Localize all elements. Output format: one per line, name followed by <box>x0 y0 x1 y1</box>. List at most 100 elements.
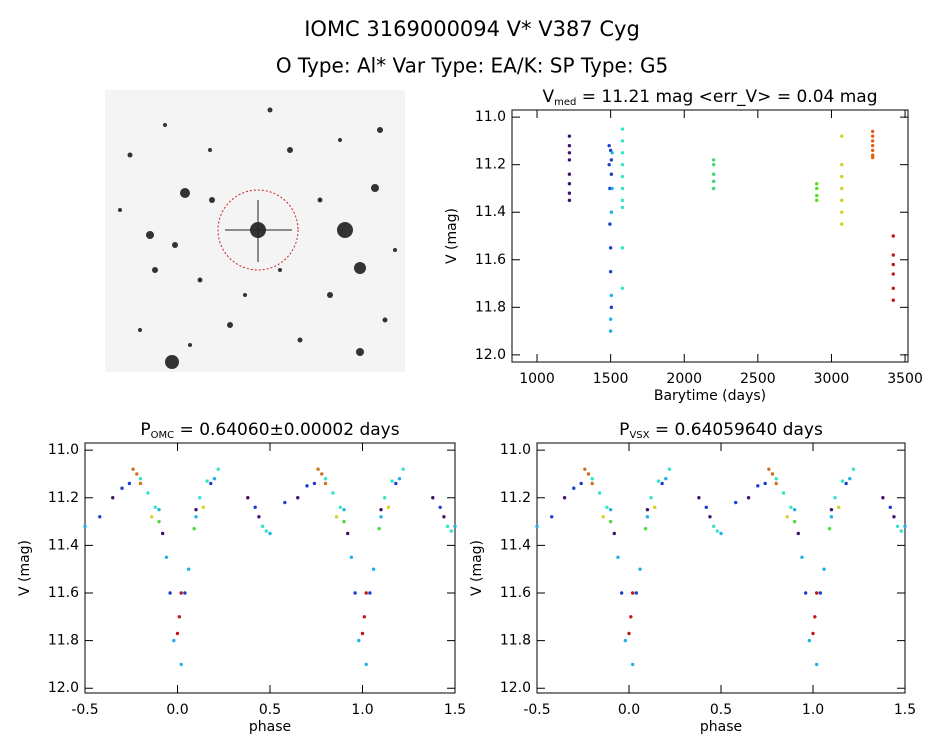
data-point <box>120 486 124 490</box>
data-point <box>840 222 844 226</box>
data-point <box>401 467 405 471</box>
data-point <box>851 467 856 471</box>
data-point <box>800 555 804 559</box>
data-point <box>870 155 875 160</box>
data-point <box>362 615 367 619</box>
y-tick-label: 11.8 <box>500 633 531 649</box>
data-point <box>895 524 900 529</box>
data-point <box>840 479 845 483</box>
data-point <box>586 472 591 476</box>
data-point <box>903 524 907 529</box>
y-tick-label: 11.0 <box>48 442 79 458</box>
data-point <box>891 286 895 291</box>
data-point <box>198 496 202 500</box>
data-point <box>331 491 335 495</box>
data-point <box>609 210 614 214</box>
data-point <box>704 505 708 509</box>
data-point <box>609 305 614 310</box>
data-point <box>620 286 625 291</box>
data-point <box>610 186 614 191</box>
data-point <box>312 481 317 486</box>
data-point <box>379 507 383 512</box>
x-tick-label: 0.0 <box>618 702 640 718</box>
data-point <box>183 591 187 595</box>
data-point <box>870 134 875 138</box>
data-point <box>774 477 778 481</box>
data-point <box>296 496 300 500</box>
data-point <box>620 198 625 203</box>
data-point <box>138 481 143 486</box>
x-axis-label: Barytime (days) <box>654 388 766 404</box>
data-point <box>829 507 834 512</box>
data-point <box>837 505 841 509</box>
data-point <box>601 515 605 519</box>
data-point <box>397 477 402 481</box>
y-axis-label: V (mag) <box>17 540 33 596</box>
data-point <box>608 507 613 512</box>
data-point <box>815 186 819 191</box>
data-point <box>811 631 815 636</box>
x-tick-label: -0.5 <box>523 702 550 718</box>
data-point <box>316 467 320 471</box>
data-point <box>833 496 837 500</box>
title-rest: = 0.64059640 days <box>649 420 822 440</box>
data-point <box>127 481 132 486</box>
data-point <box>792 507 797 512</box>
data-point <box>320 472 324 476</box>
y-tick-label: 11.0 <box>475 109 506 125</box>
x-tick-label: 1.0 <box>351 702 373 718</box>
data-point <box>201 505 206 509</box>
data-point <box>609 172 614 176</box>
x-tick-label: 3000 <box>814 371 850 387</box>
data-point <box>157 507 161 512</box>
data-point <box>612 531 616 536</box>
data-point <box>815 181 819 186</box>
data-point <box>562 496 567 500</box>
data-point <box>364 591 368 595</box>
data-point <box>179 591 183 595</box>
title-subscript: OMC <box>151 430 174 441</box>
data-point <box>364 662 368 667</box>
data-point <box>209 481 213 486</box>
data-point <box>323 481 328 486</box>
data-point <box>653 505 657 509</box>
data-point <box>814 591 819 595</box>
data-point <box>338 505 342 509</box>
data-point <box>334 515 339 519</box>
y-tick-label: 12.0 <box>500 680 531 696</box>
data-point <box>616 555 620 559</box>
data-point <box>342 507 346 512</box>
data-point <box>848 477 852 481</box>
data-point <box>342 519 346 524</box>
data-point <box>891 234 895 238</box>
data-point <box>567 134 572 138</box>
data-point <box>708 515 712 519</box>
star-field-image <box>105 90 405 372</box>
data-point <box>630 662 635 667</box>
title-subscript: VSX <box>629 430 649 441</box>
data-point <box>608 519 613 524</box>
data-point <box>840 162 844 167</box>
plot-title: PVSX = 0.64059640 days <box>619 420 823 441</box>
data-point <box>135 472 139 476</box>
data-point <box>891 272 895 276</box>
data-point <box>711 172 716 176</box>
data-point <box>567 151 572 155</box>
data-point <box>840 210 844 214</box>
data-point <box>111 496 115 500</box>
title-subscript: med <box>554 97 576 108</box>
data-point <box>610 151 614 155</box>
data-point <box>609 158 614 162</box>
data-point <box>891 298 895 302</box>
data-point <box>567 143 572 148</box>
data-point <box>567 181 572 186</box>
data-point <box>645 515 650 519</box>
x-tick-label: 2500 <box>740 371 776 387</box>
data-point <box>870 129 875 134</box>
data-point <box>643 527 648 531</box>
data-point <box>899 529 904 533</box>
data-point <box>607 162 611 167</box>
data-point <box>608 317 613 321</box>
data-point <box>734 500 738 505</box>
data-point <box>579 481 583 486</box>
